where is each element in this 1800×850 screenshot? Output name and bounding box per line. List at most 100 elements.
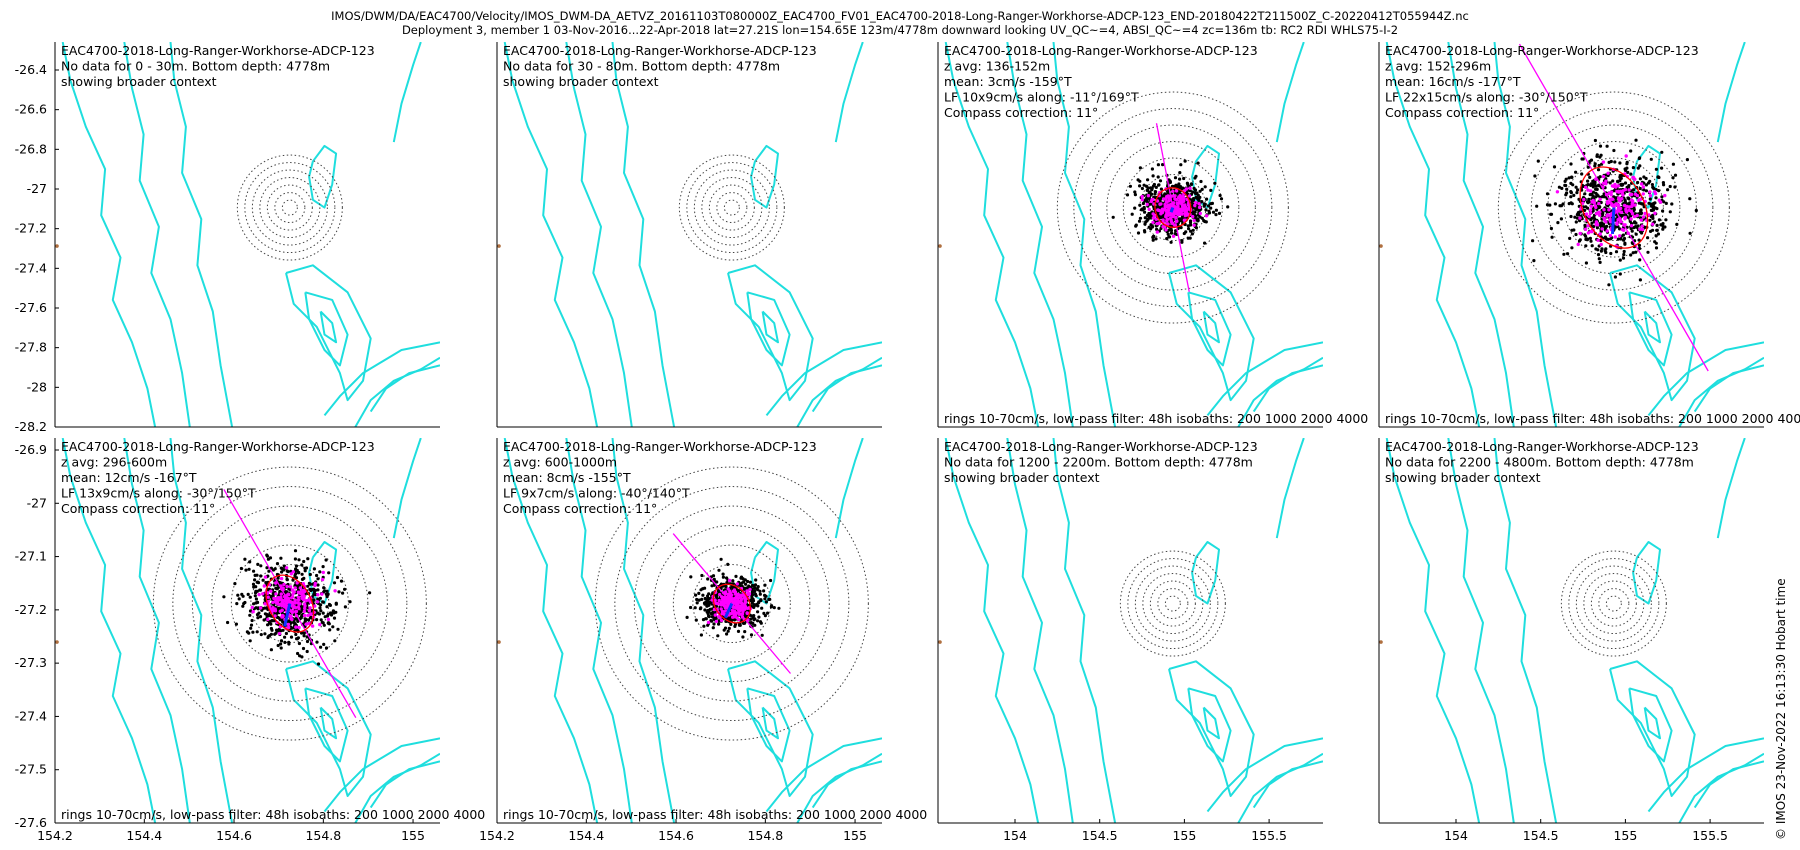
raw-velocity-point	[343, 587, 347, 591]
y-tick-label: -27.6	[15, 300, 47, 315]
lowpass-velocity-point	[1624, 209, 1628, 213]
lowpass-velocity-point	[280, 615, 284, 619]
lowpass-velocity-point	[1163, 205, 1167, 209]
isobath-contour	[1385, 438, 1481, 823]
lowpass-velocity-point	[1161, 218, 1165, 222]
raw-velocity-point	[1150, 224, 1154, 228]
raw-velocity-point	[1531, 239, 1535, 243]
isobath-contour	[123, 438, 191, 823]
raw-velocity-point	[255, 580, 259, 584]
raw-velocity-point	[746, 579, 750, 584]
raw-velocity-point	[700, 573, 704, 578]
lowpass-velocity-point	[1578, 231, 1582, 236]
raw-velocity-point	[1597, 257, 1601, 261]
raw-velocity-point	[294, 564, 299, 568]
lowpass-velocity-point	[1605, 229, 1609, 233]
isobath-contour	[308, 144, 338, 209]
lowpass-velocity-point	[1620, 191, 1625, 195]
raw-velocity-point	[763, 597, 767, 601]
raw-velocity-point	[243, 600, 247, 605]
raw-velocity-point	[703, 596, 707, 601]
raw-velocity-point	[721, 575, 726, 579]
isobath-contour	[811, 364, 882, 413]
lowpass-velocity-point	[293, 599, 297, 604]
raw-velocity-point	[1600, 223, 1604, 227]
raw-velocity-point	[705, 598, 710, 602]
panel-annotation-line: No data for 30 - 80m. Bottom depth: 4778…	[503, 59, 780, 74]
raw-velocity-point	[254, 589, 258, 593]
raw-velocity-point	[1650, 183, 1654, 187]
lowpass-velocity-point	[278, 609, 282, 613]
raw-velocity-point	[268, 634, 272, 638]
raw-velocity-point	[1638, 278, 1642, 282]
isobath-contour	[1237, 752, 1323, 823]
raw-velocity-point	[1549, 212, 1553, 216]
panel-plot-area	[497, 42, 882, 427]
raw-velocity-point	[1623, 198, 1627, 202]
raw-velocity-point	[1217, 211, 1222, 215]
raw-velocity-point	[1657, 189, 1661, 193]
lowpass-velocity-point	[1588, 211, 1593, 215]
raw-velocity-point	[226, 620, 230, 625]
raw-velocity-point	[1182, 231, 1186, 236]
lowpass-velocity-point	[1178, 198, 1182, 203]
raw-velocity-point	[1213, 181, 1217, 185]
lowpass-velocity-point	[262, 584, 266, 588]
raw-velocity-point	[319, 618, 323, 622]
velocity-ring	[594, 466, 869, 741]
y-tick-label: -27	[27, 181, 47, 196]
velocity-ring	[244, 162, 336, 254]
lowpass-velocity-point	[309, 612, 313, 616]
raw-velocity-point	[763, 583, 767, 587]
raw-velocity-point	[1661, 222, 1665, 226]
raw-velocity-point	[1153, 190, 1157, 194]
velocity-ring	[1134, 565, 1211, 642]
lowpass-velocity-point	[1173, 194, 1177, 198]
panel-annotation-line: z avg: 296-600m	[61, 455, 167, 470]
raw-velocity-point	[1203, 241, 1207, 245]
lowpass-velocity-point	[273, 614, 277, 618]
raw-velocity-point	[769, 578, 773, 583]
isobath-contour	[304, 291, 349, 367]
panel-annotation-line: No data for 0 - 30m. Bottom depth: 4778m	[61, 59, 330, 74]
mean-velocity-vector	[283, 603, 292, 627]
raw-velocity-point	[1150, 167, 1154, 171]
raw-velocity-point	[1535, 204, 1539, 208]
raw-velocity-point	[233, 582, 237, 586]
lowpass-velocity-point	[315, 600, 320, 604]
lowpass-velocity-point	[1174, 210, 1178, 214]
raw-velocity-point	[1607, 160, 1611, 164]
lowpass-velocity-point	[1601, 174, 1606, 179]
raw-velocity-point	[701, 593, 705, 597]
isobath-contour	[727, 660, 814, 797]
raw-velocity-point	[753, 623, 757, 627]
raw-velocity-point	[763, 593, 767, 598]
lowpass-velocity-point	[1164, 228, 1168, 232]
isobath-contour	[1693, 760, 1764, 809]
raw-velocity-point	[1577, 213, 1581, 217]
velocity-ring	[251, 169, 328, 246]
raw-velocity-point	[324, 558, 328, 562]
raw-velocity-point	[333, 639, 337, 643]
raw-velocity-point	[1200, 187, 1204, 191]
lowpass-velocity-point	[1173, 197, 1177, 201]
raw-velocity-point	[1586, 179, 1590, 183]
raw-velocity-point	[1564, 177, 1568, 181]
velocity-ring	[1073, 108, 1273, 308]
lowpass-velocity-point	[1613, 182, 1617, 187]
raw-velocity-point	[300, 563, 304, 567]
isobath-contour	[323, 737, 440, 813]
raw-velocity-point	[292, 620, 296, 624]
raw-velocity-point	[740, 581, 744, 585]
raw-velocity-point	[1572, 228, 1576, 232]
raw-velocity-point	[283, 640, 287, 645]
raw-velocity-point	[1130, 212, 1134, 216]
lowpass-velocity-point	[1600, 227, 1604, 231]
isobath-contour	[765, 341, 882, 417]
raw-velocity-point	[1588, 236, 1592, 240]
raw-velocity-point	[741, 635, 745, 639]
coast-mark	[55, 244, 59, 248]
velocity-ring	[230, 544, 349, 663]
raw-velocity-point	[1588, 159, 1592, 163]
raw-velocity-point	[1159, 187, 1163, 191]
